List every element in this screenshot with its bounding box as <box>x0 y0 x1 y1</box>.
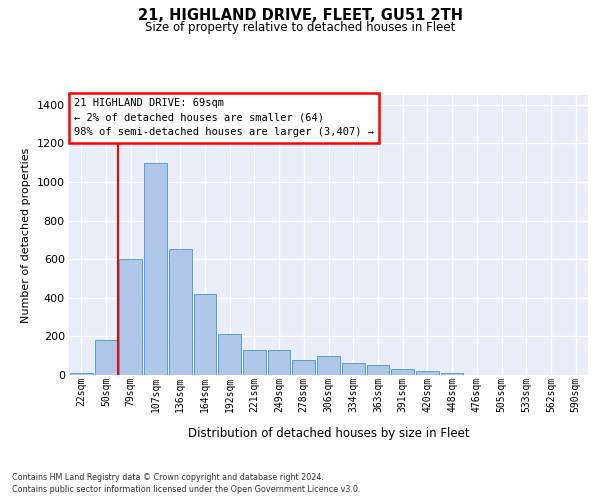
Bar <box>317 356 340 375</box>
Text: Contains HM Land Registry data © Crown copyright and database right 2024.: Contains HM Land Registry data © Crown c… <box>12 472 324 482</box>
Text: 21, HIGHLAND DRIVE, FLEET, GU51 2TH: 21, HIGHLAND DRIVE, FLEET, GU51 2TH <box>137 8 463 22</box>
Bar <box>95 340 118 375</box>
Bar <box>268 350 290 375</box>
Bar <box>441 374 463 375</box>
Bar <box>70 373 93 375</box>
Bar <box>342 364 365 375</box>
Text: Size of property relative to detached houses in Fleet: Size of property relative to detached ho… <box>145 21 455 34</box>
Text: Contains public sector information licensed under the Open Government Licence v3: Contains public sector information licen… <box>12 485 361 494</box>
Bar <box>169 250 191 375</box>
Bar <box>194 294 216 375</box>
Bar <box>391 369 414 375</box>
Bar <box>243 350 266 375</box>
Bar <box>416 371 439 375</box>
Bar <box>292 360 315 375</box>
Text: Distribution of detached houses by size in Fleet: Distribution of detached houses by size … <box>188 428 470 440</box>
Bar <box>119 259 142 375</box>
Bar <box>218 334 241 375</box>
Bar <box>367 366 389 375</box>
Y-axis label: Number of detached properties: Number of detached properties <box>21 148 31 322</box>
Text: 21 HIGHLAND DRIVE: 69sqm
← 2% of detached houses are smaller (64)
98% of semi-de: 21 HIGHLAND DRIVE: 69sqm ← 2% of detache… <box>74 98 374 138</box>
Bar <box>144 162 167 375</box>
